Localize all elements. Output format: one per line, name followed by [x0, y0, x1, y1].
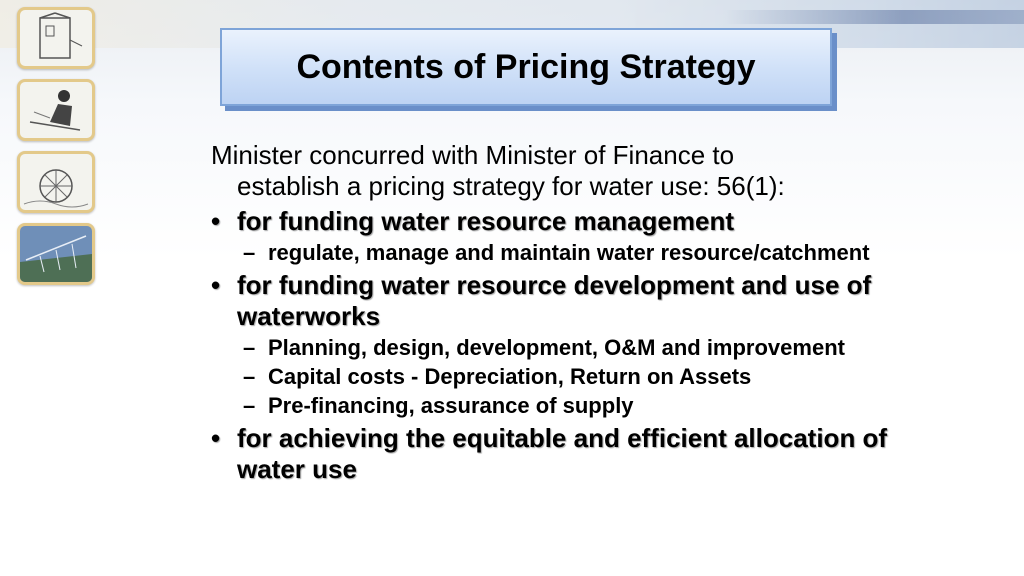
intro-line-1: Minister concurred with Minister of Fina…	[211, 140, 735, 170]
dash-marker: –	[243, 240, 256, 265]
sub-item: – regulate, manage and maintain water re…	[211, 239, 911, 266]
sub-text: Capital costs - Depreciation, Return on …	[268, 364, 752, 389]
bullet-marker: •	[211, 423, 221, 453]
sub-text: Pre-financing, assurance of supply	[268, 393, 634, 418]
sub-item: – Pre-financing, assurance of supply	[211, 392, 911, 419]
bullet-text: for funding water resource development a…	[237, 270, 872, 331]
bullet-text: for funding water resource management	[237, 206, 734, 236]
page-title: Contents of Pricing Strategy	[296, 47, 756, 86]
dash-marker: –	[243, 335, 256, 360]
waterwheel-sketch-icon	[17, 151, 95, 213]
bullet-item: • for funding water resource management	[211, 206, 911, 237]
slide-content: Minister concurred with Minister of Fina…	[211, 140, 911, 485]
irrigation-sketch-icon	[17, 223, 95, 285]
dash-marker: –	[243, 364, 256, 389]
bullet-item: • for achieving the equitable and effici…	[211, 423, 911, 485]
dash-marker: –	[243, 393, 256, 418]
bullet-item: • for funding water resource development…	[211, 270, 911, 332]
bullet-marker: •	[211, 206, 221, 236]
intro-paragraph: Minister concurred with Minister of Fina…	[211, 140, 911, 202]
title-box: Contents of Pricing Strategy	[220, 28, 832, 106]
sub-text: Planning, design, development, O&M and i…	[268, 335, 845, 360]
bullet-marker: •	[211, 270, 221, 300]
worker-sketch-icon	[17, 79, 95, 141]
intro-line-2: establish a pricing strategy for water u…	[237, 171, 785, 201]
building-sketch-icon	[17, 7, 95, 69]
sub-item: – Planning, design, development, O&M and…	[211, 334, 911, 361]
sub-text: regulate, manage and maintain water reso…	[268, 240, 870, 265]
thumbnail-column	[17, 7, 95, 295]
bullet-text: for achieving the equitable and efficien…	[237, 423, 888, 484]
sub-item: – Capital costs - Depreciation, Return o…	[211, 363, 911, 390]
